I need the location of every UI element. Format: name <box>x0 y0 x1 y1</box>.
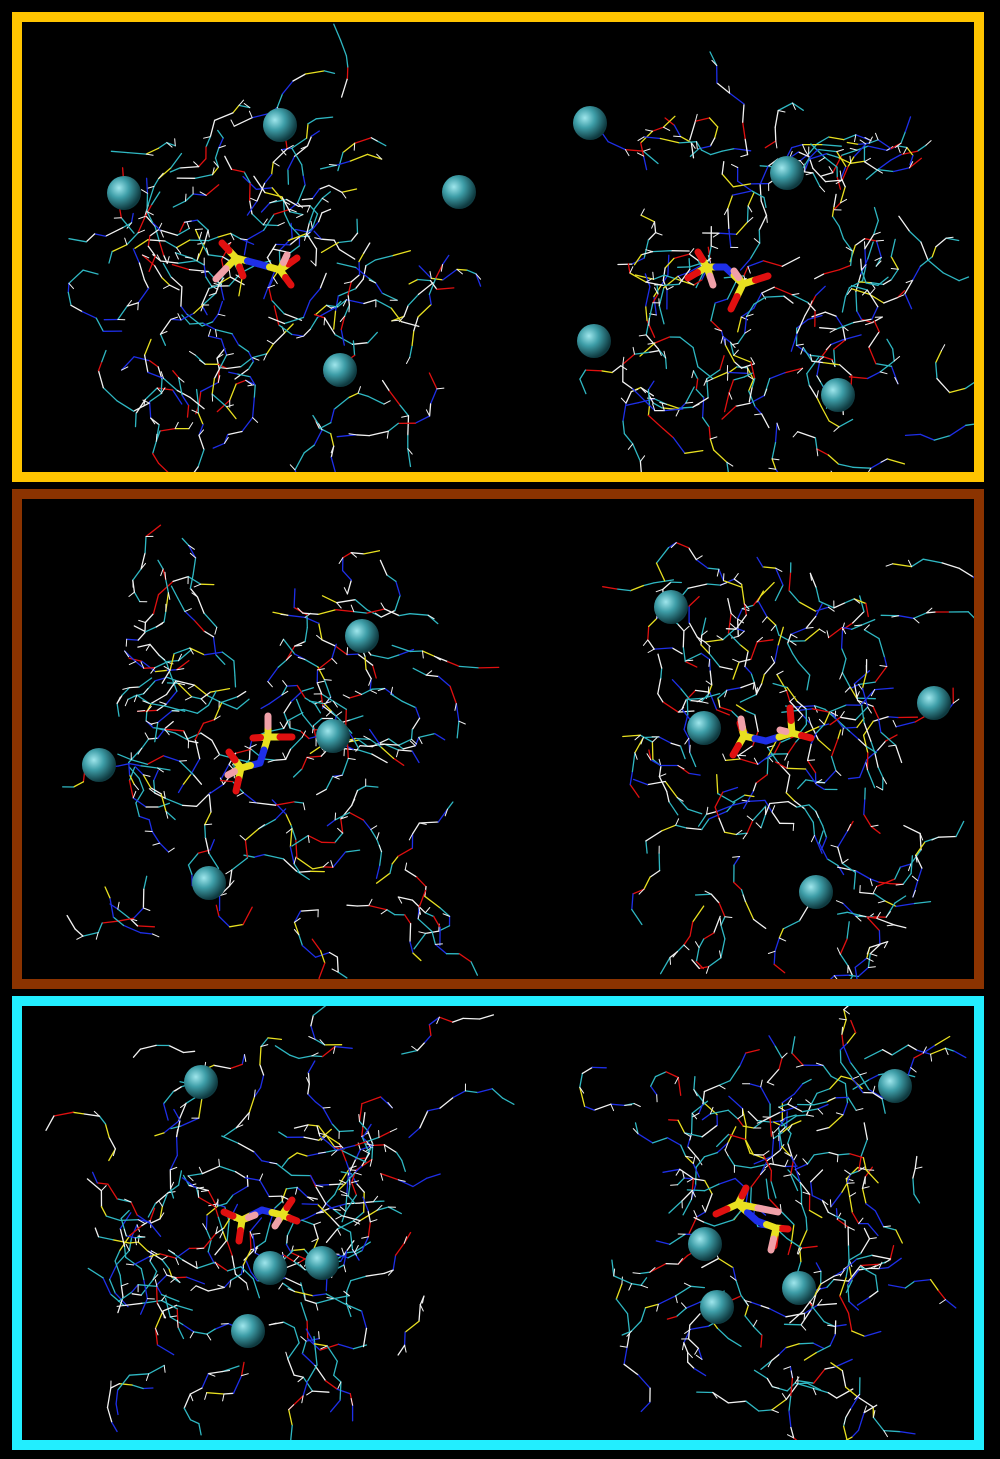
ion-sphere <box>821 378 855 412</box>
ion-sphere <box>687 711 721 745</box>
ion-sphere <box>192 866 226 900</box>
anion-licorice <box>212 239 301 289</box>
cluster-left <box>67 23 482 472</box>
cluster-left <box>45 1006 515 1440</box>
ion-sphere <box>770 156 804 190</box>
panel-bottom <box>12 996 984 1450</box>
ion-sphere <box>82 748 116 782</box>
ion-sphere <box>442 175 476 209</box>
cluster-right <box>602 541 974 979</box>
ion-sphere <box>878 1069 912 1103</box>
molecular-snapshot-top <box>67 23 974 472</box>
wireframe-network <box>602 541 974 979</box>
ion-sphere <box>345 619 379 653</box>
ion-sphere <box>231 1314 265 1348</box>
ion-sphere <box>700 1290 734 1324</box>
ion-sphere <box>654 590 688 624</box>
panel-top <box>12 12 984 482</box>
wireframe-network <box>45 1006 515 1440</box>
panel-middle <box>12 489 984 989</box>
anion-licorice <box>224 712 296 795</box>
anion-licorice <box>684 248 772 313</box>
ion-sphere <box>688 1227 722 1261</box>
anion-licorice <box>712 1184 792 1254</box>
anion-licorice <box>220 1196 301 1245</box>
cluster-right <box>573 51 974 472</box>
ion-sphere <box>316 719 350 753</box>
cluster-left <box>62 524 500 979</box>
wireframe-network <box>579 51 974 472</box>
ion-sphere <box>799 875 833 909</box>
wireframe-network <box>67 23 482 472</box>
molecular-snapshot-bottom <box>45 1006 967 1440</box>
ion-sphere <box>184 1065 218 1099</box>
ion-sphere <box>107 176 141 210</box>
molecular-snapshot-middle <box>62 524 974 979</box>
cluster-right <box>579 1006 967 1440</box>
ion-sphere <box>253 1251 287 1285</box>
ion-sphere <box>782 1271 816 1305</box>
wireframe-network <box>579 1006 967 1440</box>
ion-sphere <box>305 1246 339 1280</box>
ion-sphere <box>573 106 607 140</box>
ion-sphere <box>323 353 357 387</box>
ion-sphere <box>263 108 297 142</box>
ion-sphere <box>577 324 611 358</box>
anion-licorice <box>729 704 815 759</box>
ion-sphere <box>917 686 951 720</box>
wireframe-network <box>62 524 500 979</box>
